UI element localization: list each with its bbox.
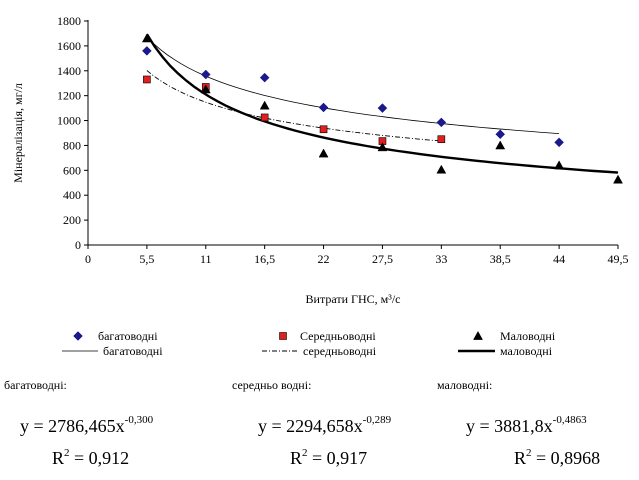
trendline-0 (146, 36, 560, 134)
y-tick-label: 200 (63, 213, 81, 227)
equation-malovodni: y = 3881,8x-0,4863 (466, 414, 587, 437)
trendline-1 (146, 70, 442, 142)
data-point-series-2 (200, 84, 211, 94)
data-point-series-0 (318, 102, 329, 113)
plot-area: 0 200 400 600 800 1000 1200 1400 1600 1800 0 5,5 11 1… (11, 14, 629, 306)
r2-serednovodni: R2 = 0,917 (290, 447, 368, 469)
data-point-series-2 (436, 164, 447, 174)
x-tick-label: 44 (553, 252, 565, 266)
caption-serednovodni: середньо водні: (232, 378, 312, 392)
data-point-series-2 (318, 148, 329, 158)
data-point-series-2 (495, 140, 506, 150)
legend: багатоводні Середньоводні Маловодні багатов… (62, 329, 556, 358)
legend-marker-1 (279, 332, 287, 340)
legend-marker-2 (473, 330, 483, 340)
x-tick-label: 16,5 (254, 252, 275, 266)
x-tick-label: 33 (435, 252, 447, 266)
x-axis-label: Витрати ГНС, м³/с (306, 292, 401, 306)
y-tick-label: 1800 (57, 14, 81, 28)
data-point-series-2 (613, 174, 623, 184)
x-tick-label: 49,5 (608, 252, 629, 266)
y-axis-label: Мінералізація, мг/л (11, 83, 25, 183)
legend-label-series-1: Середньоводні (300, 329, 376, 343)
caption-bagatovodni: багатоводні: (4, 378, 67, 392)
y-tick-label: 0 (75, 238, 81, 252)
legend-label-trend-0: багатоводні (103, 344, 163, 358)
x-tick-label: 5,5 (139, 252, 154, 266)
equation-bagatovodni: y = 2786,465x-0,300 (20, 414, 154, 437)
y-tick-label: 1600 (57, 39, 81, 53)
y-tick-label: 1400 (57, 64, 81, 78)
data-point-series-0 (554, 137, 564, 148)
x-tick-label: 0 (85, 252, 91, 266)
equation-serednovodni: y = 2294,658x-0,289 (258, 414, 392, 437)
data-point-series-1 (260, 113, 269, 122)
legend-label-trend-2: маловодні (500, 344, 553, 358)
chart: 0 200 400 600 800 1000 1200 1400 1600 1800 0 5,5 11 1… (11, 14, 629, 358)
y-tick-label: 800 (63, 138, 81, 152)
y-tick-label: 1200 (57, 89, 81, 103)
legend-label-series-2: Маловодні (500, 329, 556, 343)
data-point-series-1 (437, 135, 446, 144)
x-tick-label: 38,5 (490, 252, 511, 266)
data-point-series-0 (436, 117, 447, 128)
data-point-series-1 (319, 125, 328, 134)
data-point-series-0 (142, 46, 152, 56)
data-point-series-2 (377, 142, 388, 152)
legend-marker-0 (73, 331, 83, 341)
data-point-series-0 (495, 129, 506, 140)
x-tick-label: 11 (200, 252, 212, 266)
legend-label-trend-1: середньоводні (303, 344, 377, 358)
x-tick-label: 22 (318, 252, 330, 266)
x-tick-label: 27,5 (372, 252, 393, 266)
data-point-series-2 (259, 100, 270, 110)
legend-label-series-0: багатоводні (98, 329, 158, 343)
y-tick-label: 400 (63, 188, 81, 202)
data-point-series-2 (141, 33, 152, 43)
data-point-series-2 (554, 160, 565, 170)
data-point-series-1 (143, 75, 151, 84)
y-tick-label: 600 (63, 163, 81, 177)
r2-bagatovodni: R2 = 0,912 (52, 447, 130, 469)
data-point-series-0 (377, 103, 388, 113)
y-tick-label: 1000 (57, 114, 81, 128)
r2-malovodni: R2 = 0,8968 (514, 447, 601, 469)
caption-malovodni: маловодні: (437, 378, 493, 392)
data-point-series-0 (259, 72, 270, 83)
data-point-series-0 (200, 69, 211, 80)
